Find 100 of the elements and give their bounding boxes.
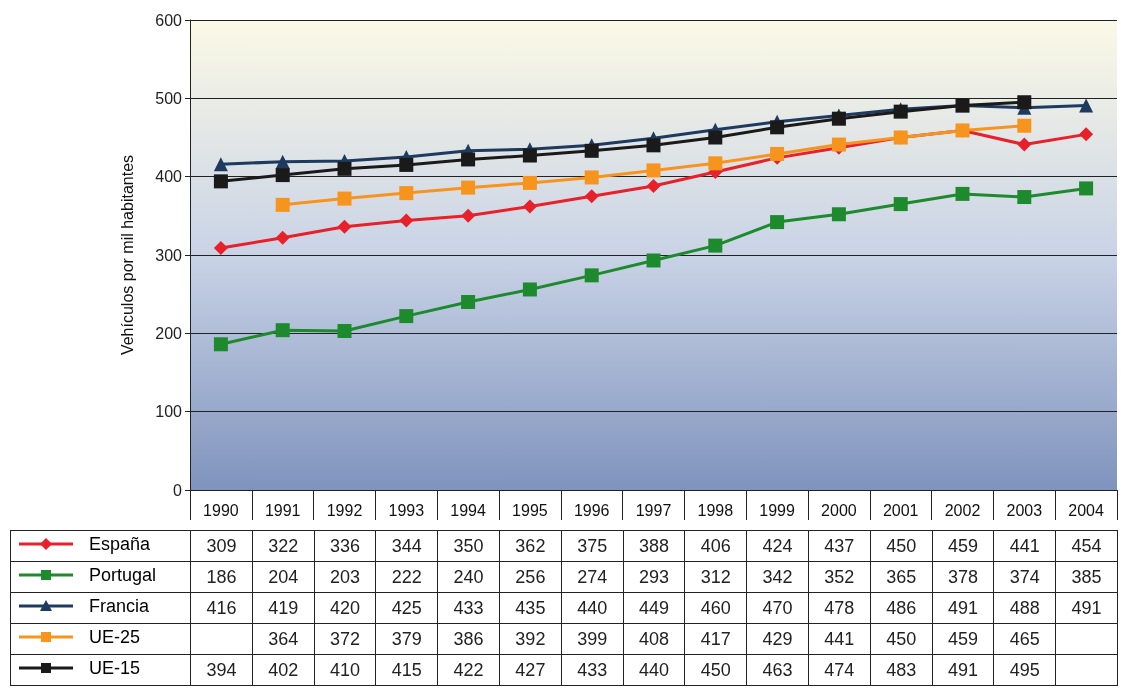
- data-label: 474: [808, 654, 871, 686]
- legend-label: Portugal: [89, 564, 157, 586]
- y-tick-label: 100: [155, 403, 183, 421]
- point: [275, 197, 290, 212]
- data-label: 419: [252, 592, 315, 624]
- point: [522, 282, 537, 297]
- point: [522, 199, 537, 214]
- data-label: 450: [870, 623, 933, 655]
- x-tick-label: 1994: [450, 501, 486, 519]
- x-tick-label: 2001: [882, 501, 919, 519]
- data-label: 465: [993, 623, 1056, 655]
- point: [584, 189, 599, 204]
- data-label: 385: [1055, 561, 1118, 593]
- point: [399, 157, 414, 172]
- data-label: 416: [190, 592, 253, 624]
- data-label: 410: [314, 654, 376, 686]
- data-label: 429: [746, 623, 809, 655]
- point: [831, 207, 846, 222]
- y-tick-label: 500: [155, 89, 183, 107]
- point: [1017, 190, 1032, 205]
- data-label: 350: [437, 530, 500, 562]
- x-tick-label: 1995: [512, 501, 548, 519]
- data-label: 406: [684, 530, 747, 562]
- point: [770, 146, 785, 161]
- point: [1079, 127, 1094, 142]
- point: [461, 152, 476, 167]
- data-label: 186: [190, 561, 253, 593]
- point: [646, 179, 661, 194]
- data-label: 274: [561, 561, 624, 593]
- data-label: 440: [623, 654, 685, 686]
- data-label: 204: [252, 561, 315, 593]
- point: [955, 186, 970, 201]
- x-tick-label: 2000: [821, 501, 857, 519]
- data-label: 312: [684, 561, 747, 593]
- point: [337, 219, 352, 234]
- data-label: 379: [375, 623, 438, 655]
- data-label: 222: [375, 561, 438, 593]
- data-label: 399: [561, 623, 624, 655]
- y-tick-label: 0: [173, 481, 183, 499]
- point: [646, 138, 661, 153]
- data-label: 309: [190, 530, 253, 562]
- data-label: 433: [561, 654, 624, 686]
- data-label: 437: [808, 530, 871, 562]
- y-tick-label: 400: [155, 168, 183, 186]
- point: [646, 163, 661, 178]
- point: [213, 174, 228, 189]
- data-label: 491: [932, 592, 994, 624]
- data-label: 483: [870, 654, 933, 686]
- point: [213, 157, 228, 172]
- data-label: 459: [932, 530, 994, 562]
- point: [275, 230, 290, 245]
- data-label: 441: [808, 623, 871, 655]
- x-tick-label: 1993: [388, 501, 425, 519]
- point: [461, 180, 476, 195]
- data-label: 388: [623, 530, 685, 562]
- point: [522, 148, 537, 163]
- data-label: 478: [808, 592, 871, 624]
- data-label: 427: [499, 654, 562, 686]
- data-label: 449: [623, 592, 685, 624]
- data-label: 372: [314, 623, 376, 655]
- data-label: 424: [746, 530, 809, 562]
- data-label: 454: [1055, 530, 1118, 562]
- point: [337, 191, 352, 206]
- legend-label: UE-25: [89, 626, 141, 648]
- data-label: 203: [314, 561, 376, 593]
- point: [708, 238, 723, 253]
- data-label: 425: [375, 592, 438, 624]
- point: [1079, 181, 1094, 196]
- data-label: 433: [437, 592, 500, 624]
- x-tick-label: 1992: [326, 501, 363, 519]
- data-label: 488: [993, 592, 1056, 624]
- point: [770, 215, 785, 230]
- data-label: 378: [932, 561, 994, 593]
- point: [584, 143, 599, 158]
- x-tick-label: 2002: [944, 501, 981, 519]
- point: [275, 154, 290, 169]
- x-tick-label: 1999: [759, 501, 795, 519]
- data-label: 415: [375, 654, 438, 686]
- x-tick-label: 2003: [1006, 501, 1043, 519]
- data-label: 441: [993, 530, 1056, 562]
- x-tick-label: 1990: [203, 501, 239, 519]
- x-tick-label: 1998: [697, 501, 734, 519]
- data-label: 440: [561, 592, 624, 624]
- data-label: 365: [870, 561, 933, 593]
- data-label: 491: [1055, 592, 1118, 624]
- data-label: 402: [252, 654, 315, 686]
- point: [275, 323, 290, 338]
- data-label: 422: [437, 654, 500, 686]
- point: [708, 156, 723, 171]
- data-label: 375: [561, 530, 624, 562]
- legend-label: Francia: [89, 595, 150, 617]
- y-tick-label: 600: [155, 11, 183, 29]
- data-label: 322: [252, 530, 315, 562]
- legend-label: UE-15: [89, 657, 141, 679]
- data-label: 491: [932, 654, 994, 686]
- y-axis-title: Vehículos por mil habitantes: [118, 154, 136, 356]
- legend-label: España: [89, 533, 151, 555]
- data-label: 336: [314, 530, 376, 562]
- y-tick-label: 300: [155, 246, 183, 264]
- data-label: 450: [870, 530, 933, 562]
